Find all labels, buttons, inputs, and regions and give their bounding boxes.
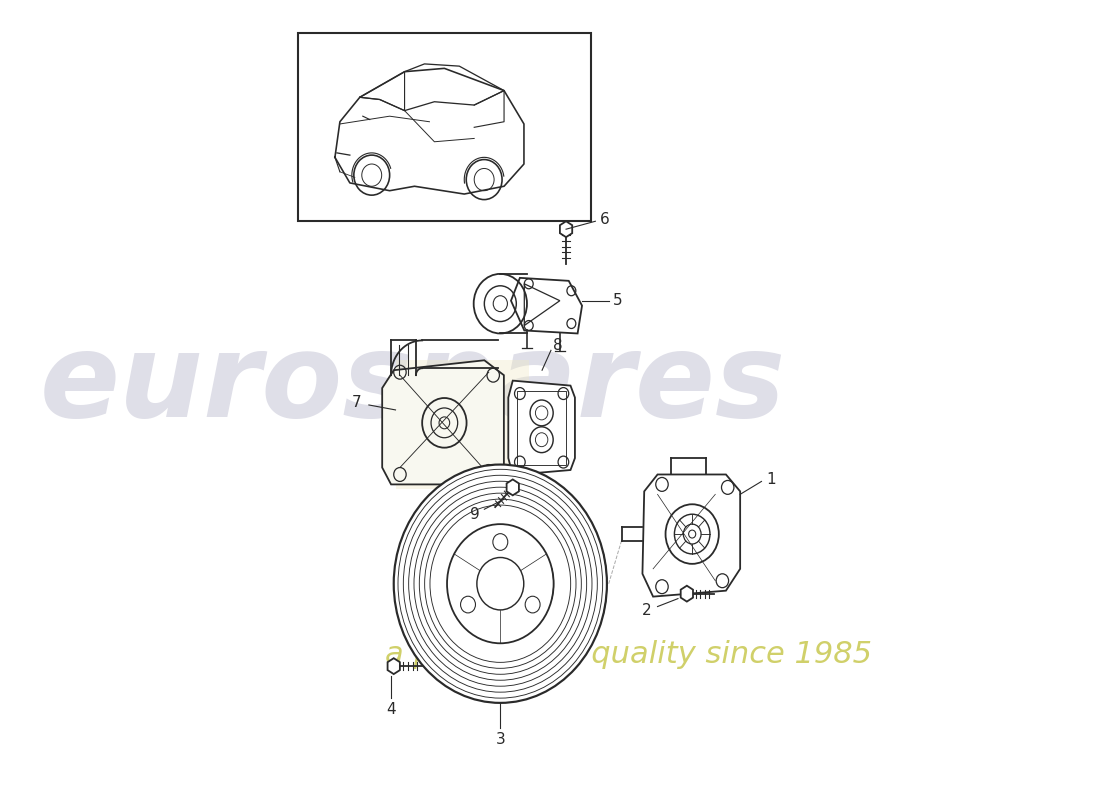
Circle shape xyxy=(525,596,540,613)
Text: 2: 2 xyxy=(641,603,651,618)
Circle shape xyxy=(447,524,553,643)
Polygon shape xyxy=(560,222,572,237)
Text: 6: 6 xyxy=(600,212,609,226)
Polygon shape xyxy=(642,474,740,597)
Text: 4: 4 xyxy=(386,702,396,718)
Circle shape xyxy=(477,558,524,610)
Circle shape xyxy=(394,465,607,703)
Text: 7: 7 xyxy=(352,395,362,410)
Text: 3: 3 xyxy=(495,732,505,747)
Polygon shape xyxy=(507,479,519,495)
Polygon shape xyxy=(387,658,400,674)
Polygon shape xyxy=(681,586,693,602)
Text: a passion for quality since 1985: a passion for quality since 1985 xyxy=(385,640,871,669)
Polygon shape xyxy=(512,278,582,334)
Text: 8: 8 xyxy=(552,338,562,353)
Text: 9: 9 xyxy=(470,506,480,522)
Text: eurospares: eurospares xyxy=(40,326,786,442)
Text: 5: 5 xyxy=(613,293,623,308)
Circle shape xyxy=(493,534,508,550)
Bar xyxy=(298,33,591,222)
Polygon shape xyxy=(508,381,575,475)
Polygon shape xyxy=(382,360,504,485)
Circle shape xyxy=(461,596,475,613)
Polygon shape xyxy=(396,360,529,490)
Text: 1: 1 xyxy=(766,472,775,487)
